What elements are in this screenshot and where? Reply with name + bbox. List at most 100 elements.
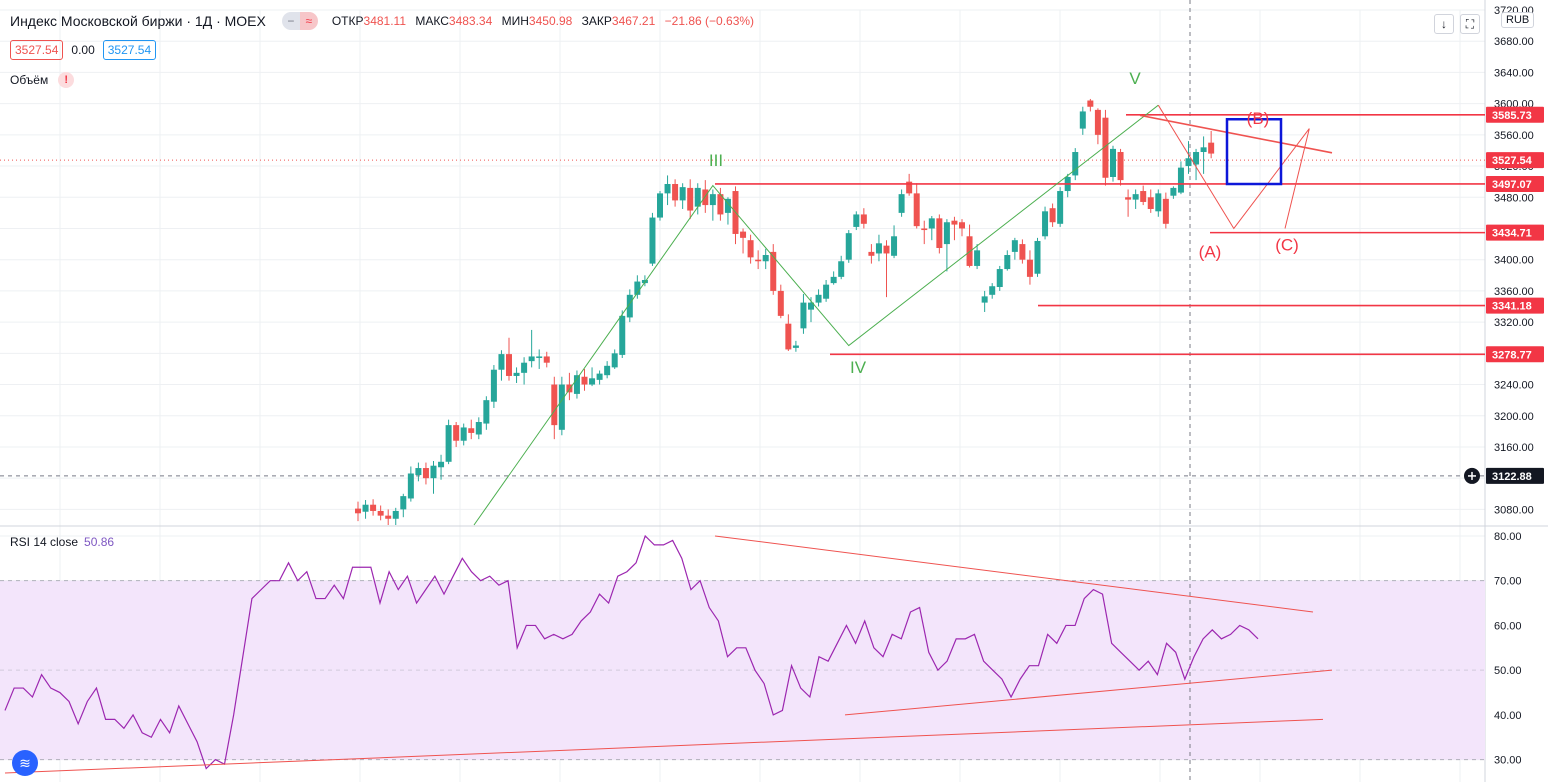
price-tick-label: 3640.00 [1494,67,1534,79]
candle [898,194,905,213]
candle [1185,158,1192,167]
candle [634,281,641,295]
candle [996,269,1003,288]
candle [611,353,618,368]
fullscreen-icon[interactable]: ⛶ [1460,14,1480,34]
rsi-long-trendline [4,718,1324,774]
candle [558,384,565,430]
ohlc-open-value: 3481.11 [363,14,407,28]
ohlc-close-value: 3467.21 [611,14,656,28]
warning-icon[interactable]: ! [58,72,75,88]
candle [385,515,392,519]
candle [959,222,965,229]
candle [989,286,996,295]
price-tick-label: 3160.00 [1494,442,1534,454]
candle [1102,117,1109,178]
candle [445,425,452,462]
currency-button[interactable]: RUB [1501,12,1535,28]
tradingview-logo-icon[interactable]: ≋ [12,750,38,776]
rsi-support-trendline [844,669,1333,716]
candle [657,193,663,218]
candle [860,214,867,224]
price-label: 3585.73 [1492,110,1532,122]
symbol-title[interactable]: Индекс Московской биржи · 1Д · MOEX [10,13,266,29]
candle [604,365,611,376]
rsi-line [4,534,1259,770]
candle [581,376,588,385]
candle [589,378,596,385]
price-tick-label: 3680.00 [1494,36,1534,48]
price-tick-label: 3240.00 [1494,380,1534,392]
candle [664,184,671,194]
candle [1034,240,1041,274]
candle [694,187,701,207]
candle [1072,152,1079,176]
candle [1110,148,1116,177]
candle [626,294,633,318]
indicator-pill[interactable]: − ≈ [281,12,318,30]
wave-label: (C) [1275,235,1299,254]
price-tick-label: 3360.00 [1494,286,1534,298]
candle [974,250,981,266]
candle [649,217,656,264]
candle [830,276,837,284]
sell-price-button[interactable]: 3527.54 [10,40,64,60]
candle [566,384,573,393]
ohlc-change: −21.86 (−0.63%) [664,14,755,28]
rsi-value: 50.86 [84,535,115,549]
rsi-resistance-trendline [714,535,1314,613]
wave-label: V [1129,69,1141,88]
candle [875,243,882,254]
candle [792,345,799,348]
candle [1117,152,1124,181]
candle [490,369,497,402]
candle [1140,191,1147,202]
candle [1177,167,1184,193]
price-label-box [1486,297,1544,314]
candle [506,354,512,376]
candle [521,362,528,373]
candle [906,181,913,194]
rsi-tick-label: 80.00 [1494,531,1522,543]
rsi-label[interactable]: RSI 14 close [10,535,79,549]
price-tick-label: 3480.00 [1494,192,1534,204]
candle [1162,198,1169,224]
rsi-tick-label: 30.00 [1494,755,1522,767]
candle [815,294,822,303]
price-tick-label: 3560.00 [1494,130,1534,142]
candle [709,194,716,206]
candle [845,233,852,260]
ohlc-low-value: 3450.98 [528,14,573,28]
candle [1079,111,1086,129]
price-label-box [1486,224,1544,241]
candle [808,302,814,310]
candle [596,373,603,380]
down-arrow-icon[interactable]: ↓ [1434,14,1454,34]
candle [377,510,384,516]
candle [1208,142,1215,154]
candle [762,255,769,262]
candle [913,193,920,227]
candle [928,218,935,229]
candle [755,259,762,262]
candle [838,261,845,277]
candle [1200,147,1207,153]
wave-icon[interactable]: ≈ [299,12,318,30]
volume-label[interactable]: Объём [10,73,49,87]
resistance-trendline [1139,114,1333,154]
candle [981,296,988,303]
chart-header: Индекс Московской биржи · 1Д · MOEX − ≈ … [10,12,760,30]
rsi-tick-label: 70.00 [1494,576,1522,588]
candle [1004,255,1011,270]
candle [717,194,724,215]
price-tick-label: 3200.00 [1494,411,1534,423]
candle [355,508,361,514]
buy-price-button[interactable]: 3527.54 [102,40,157,60]
candle [1087,100,1094,107]
elliott-wave-impulse [473,104,1159,526]
ohlc-values: ОТКР3481.11 МАКС3483.34 МИН3450.98 ЗАКР3… [332,14,760,28]
minus-icon[interactable]: − [281,12,300,30]
candle [415,468,422,476]
rsi-pane [4,534,1333,774]
